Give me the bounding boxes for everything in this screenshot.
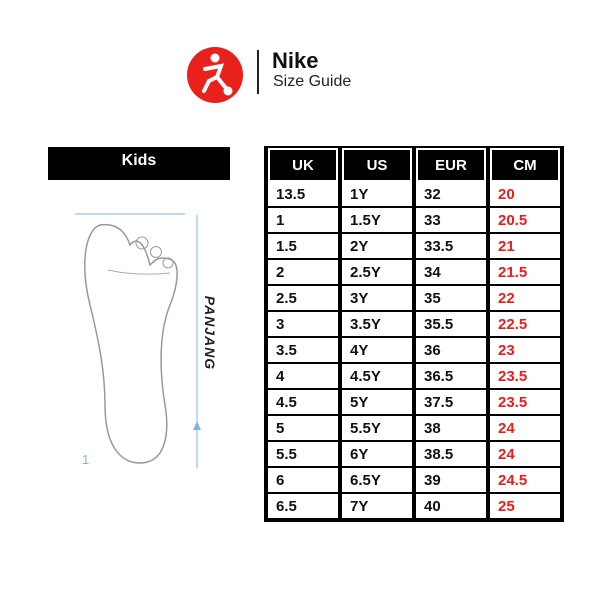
cell-us: 4.5Y: [342, 364, 412, 390]
cell-uk: 4.5: [268, 390, 338, 416]
cell-us: 6.5Y: [342, 468, 412, 494]
brand-logo: [187, 47, 243, 103]
table-row: 4 4.5Y 36.5 23.5: [268, 364, 560, 390]
table-row: 4.5 5Y 37.5 23.5: [268, 390, 560, 416]
table-row: 3 3.5Y 35.5 22.5: [268, 312, 560, 338]
cell-us: 1.5Y: [342, 208, 412, 234]
column-header-cm: CM: [490, 148, 560, 182]
cell-us: 5Y: [342, 390, 412, 416]
column-header-eur: EUR: [416, 148, 486, 182]
table-row: 2.5 3Y 35 22: [268, 286, 560, 312]
category-label: Kids: [48, 147, 230, 180]
cell-us: 3Y: [342, 286, 412, 312]
cell-us: 2Y: [342, 234, 412, 260]
cell-uk: 3.5: [268, 338, 338, 364]
cell-us: 3.5Y: [342, 312, 412, 338]
cell-cm: 23: [490, 338, 560, 364]
cell-eur: 40: [416, 494, 486, 520]
cell-us: 6Y: [342, 442, 412, 468]
cell-us: 5.5Y: [342, 416, 412, 442]
cell-us: 2.5Y: [342, 260, 412, 286]
cell-eur: 38.5: [416, 442, 486, 468]
cell-eur: 36: [416, 338, 486, 364]
cell-eur: 37.5: [416, 390, 486, 416]
cell-eur: 33.5: [416, 234, 486, 260]
cell-cm: 22.5: [490, 312, 560, 338]
cell-uk: 2.5: [268, 286, 338, 312]
table-row: 2 2.5Y 34 21.5: [268, 260, 560, 286]
cell-cm: 24: [490, 442, 560, 468]
cell-cm: 21: [490, 234, 560, 260]
column-header-uk: UK: [268, 148, 338, 182]
cell-uk: 6.5: [268, 494, 338, 520]
cell-eur: 39: [416, 468, 486, 494]
brand-name: Nike: [272, 48, 319, 73]
cell-uk: 3: [268, 312, 338, 338]
cell-eur: 34: [416, 260, 486, 286]
cell-eur: 33: [416, 208, 486, 234]
size-table: UK US EUR CM 13.5 1Y 32 20 1 1.5Y 33 20.5 1.5 2Y 33.5…: [264, 146, 564, 522]
subtitle: Size Guide: [273, 73, 352, 90]
cell-cm: 23.5: [490, 390, 560, 416]
table-row: 13.5 1Y 32 20: [268, 182, 560, 208]
cell-uk: 5: [268, 416, 338, 442]
cell-us: 4Y: [342, 338, 412, 364]
cell-cm: 20: [490, 182, 560, 208]
cell-uk: 6: [268, 468, 338, 494]
cell-eur: 35.5: [416, 312, 486, 338]
cell-uk: 1.5: [268, 234, 338, 260]
table-row: 5 5.5Y 38 24: [268, 416, 560, 442]
table-row: 3.5 4Y 36 23: [268, 338, 560, 364]
cell-us: 1Y: [342, 182, 412, 208]
cell-uk: 1: [268, 208, 338, 234]
table-row: 6 6.5Y 39 24.5: [268, 468, 560, 494]
cell-cm: 25: [490, 494, 560, 520]
length-label: PANJANG: [202, 295, 218, 371]
table-header: UK US EUR CM: [268, 148, 560, 182]
divider: [257, 50, 259, 94]
cell-cm: 23.5: [490, 364, 560, 390]
table-row: 6.5 7Y 40 25: [268, 494, 560, 520]
cell-cm: 22: [490, 286, 560, 312]
cell-uk: 5.5: [268, 442, 338, 468]
cell-eur: 32: [416, 182, 486, 208]
cell-cm: 21.5: [490, 260, 560, 286]
cell-us: 7Y: [342, 494, 412, 520]
cell-uk: 2: [268, 260, 338, 286]
cell-eur: 36.5: [416, 364, 486, 390]
foot-diagram: [75, 213, 201, 468]
soccer-player-icon: [202, 53, 233, 96]
cell-cm: 20.5: [490, 208, 560, 234]
table-row: 5.5 6Y 38.5 24: [268, 442, 560, 468]
cell-uk: 13.5: [268, 182, 338, 208]
table-row: 1.5 2Y 33.5 21: [268, 234, 560, 260]
marker-label: 1: [82, 452, 90, 467]
cell-cm: 24: [490, 416, 560, 442]
table-row: 1 1.5Y 33 20.5: [268, 208, 560, 234]
cell-eur: 35: [416, 286, 486, 312]
cell-cm: 24.5: [490, 468, 560, 494]
column-header-us: US: [342, 148, 412, 182]
cell-eur: 38: [416, 416, 486, 442]
cell-uk: 4: [268, 364, 338, 390]
